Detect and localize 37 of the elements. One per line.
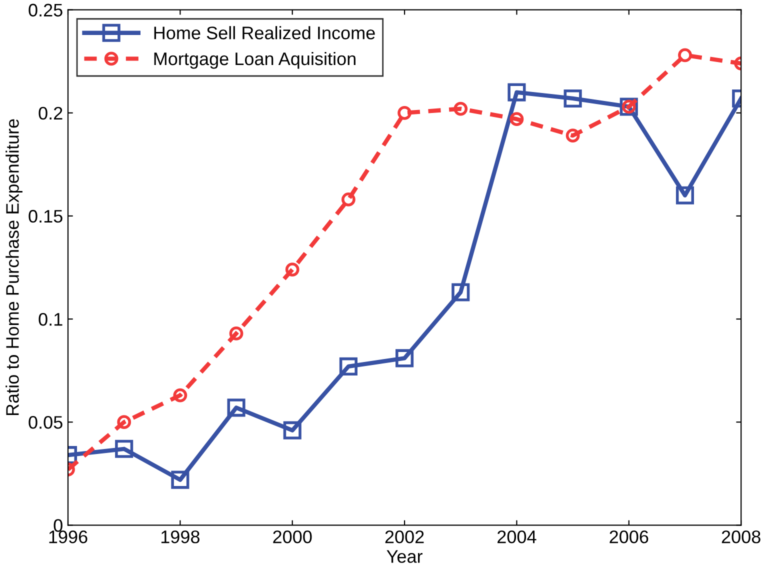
point [454,102,468,116]
point [396,349,414,368]
y-tick-label: 0.1 [38,312,62,326]
point [566,128,580,143]
point [227,398,246,417]
point [173,388,188,402]
legend-label: Home Sell Realized Income [154,26,375,40]
point [508,83,526,102]
y-axis-title: Ratio to Home Purchase Expenditure [6,119,22,416]
point [115,440,134,458]
y-tick-label: 0.2 [38,106,62,120]
point [564,89,582,108]
point [510,112,524,126]
x-tick-label: 2004 [498,530,536,544]
point [398,106,412,120]
point [339,357,358,376]
point [285,262,300,277]
point [452,283,470,302]
x-tick-label: 2008 [722,530,760,544]
point [229,326,244,340]
y-tick-label: 0 [54,519,62,532]
x-tick-label: 1996 [49,530,88,544]
point [171,470,190,489]
y-tick-label: 0.25 [28,4,62,17]
point [678,48,692,62]
point [117,415,132,430]
y-tick-label: 0.15 [28,210,62,223]
x-tick-label: 2000 [273,530,312,544]
legend-label: Mortgage Loan Aquisition [154,52,356,69]
point [342,192,356,206]
x-axis-title: Year [386,550,422,563]
point [283,421,302,440]
point [676,186,694,204]
y-tick-label: 0.05 [28,416,62,429]
x-tick-label: 1998 [161,530,200,544]
x-tick-label: 2002 [385,530,424,544]
x-tick-label: 2006 [610,530,648,544]
